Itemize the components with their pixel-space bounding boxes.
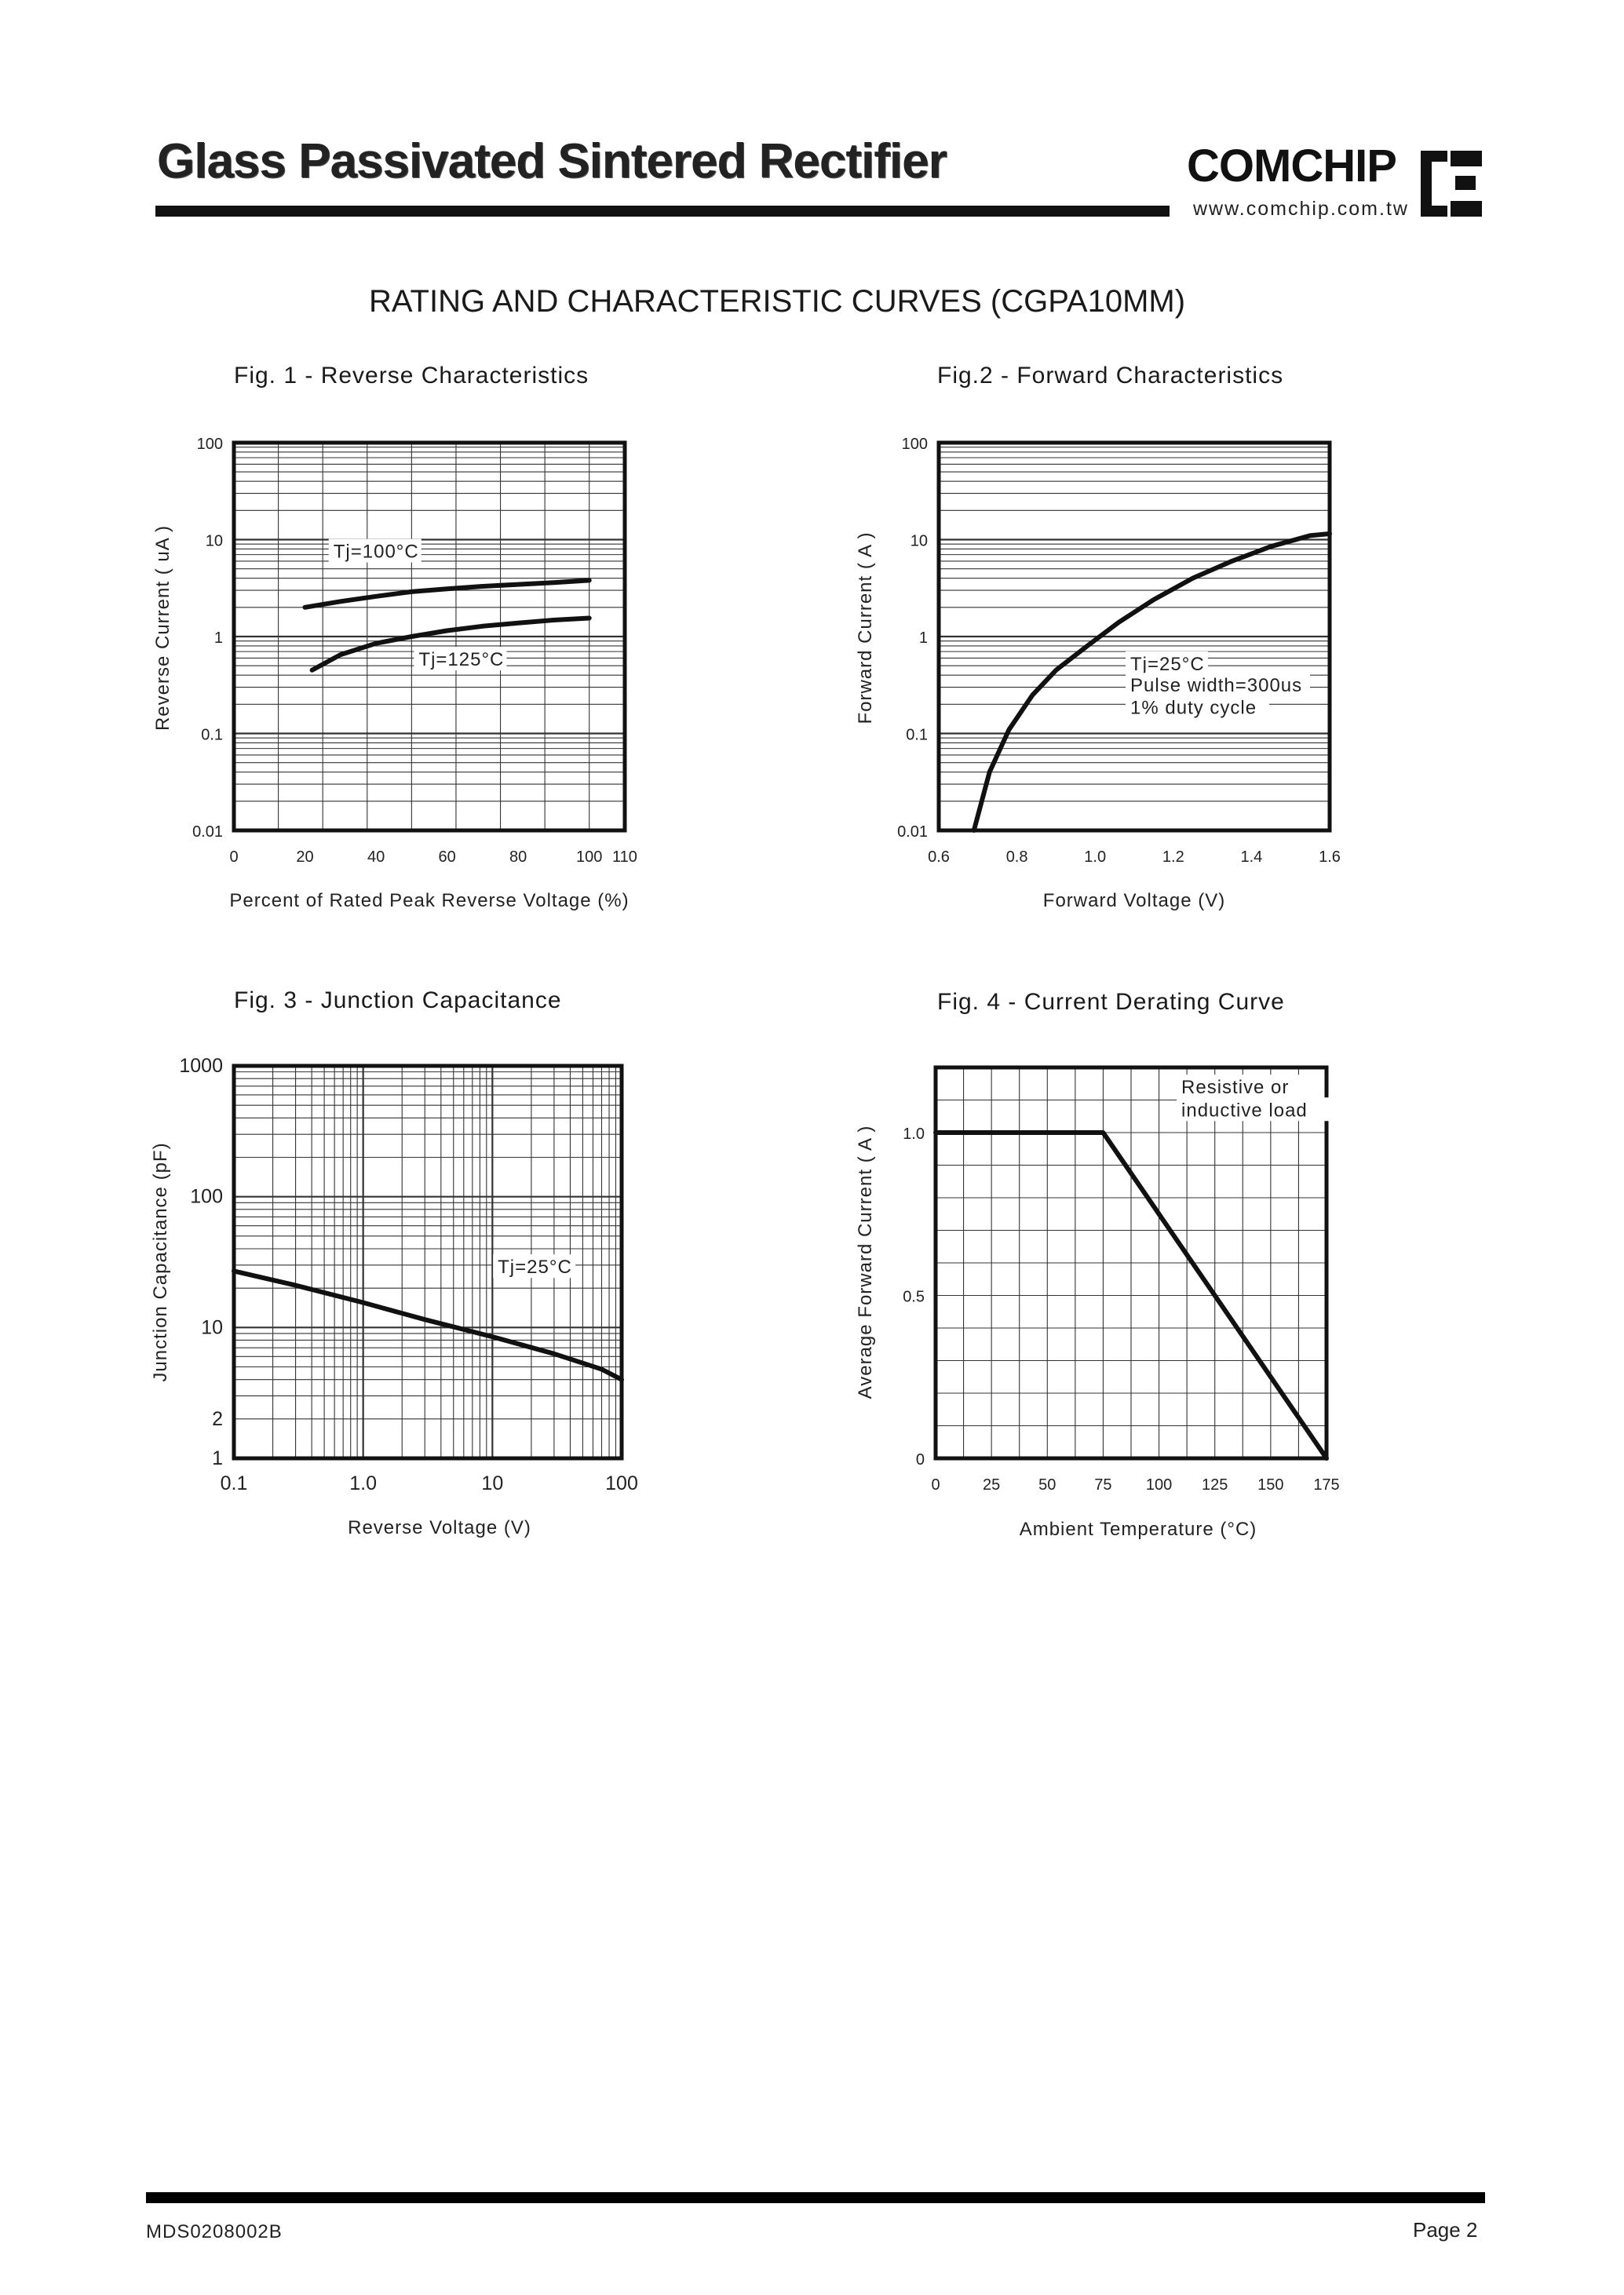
fig2-annotation-bg	[1126, 673, 1311, 697]
section-title: RATING AND CHARACTERISTIC CURVES (CGPA10…	[368, 284, 1186, 319]
fig3-y-tick-label: 2	[212, 1408, 223, 1430]
fig1-x-tick-label: 100	[576, 848, 602, 866]
fig2-annotation-bg	[1126, 651, 1209, 675]
fig1-x-tick-label: 40	[367, 848, 385, 866]
fig3-y-axis-label: Junction Capacitance (pF)	[150, 1142, 171, 1381]
page-number: Page 2	[1413, 2218, 1478, 2242]
fig4-x-tick-label: 25	[983, 1476, 1000, 1494]
fig1-y-axis-label: Reverse Current ( uA )	[152, 525, 173, 731]
fig1-annotation-bg	[414, 647, 507, 671]
fig1-y-tick-label: 1	[214, 629, 223, 647]
footer-rule	[146, 2192, 1485, 2203]
fig4-annotation-bg	[1177, 1097, 1331, 1122]
fig1-x-tick-label: 60	[439, 848, 456, 866]
fig2-x-tick-label: 1.4	[1240, 848, 1262, 866]
fig4-x-tick-label: 0	[931, 1476, 940, 1494]
fig2-y-axis-label: Forward Current ( A )	[855, 531, 876, 724]
fig1-x-tick-label: 80	[509, 848, 527, 866]
brand-name: COMCHIP	[1187, 140, 1397, 192]
fig4-y-axis-label: Average Forward Current ( A )	[855, 1126, 876, 1399]
fig4-x-tick-label: 150	[1257, 1476, 1283, 1494]
fig3-y-tick-label: 1000	[179, 1055, 223, 1077]
fig1-annotation: Tj=100°C	[334, 542, 419, 563]
fig2-annotation: Tj=25°C	[1130, 654, 1205, 675]
fig3-x-tick-label: 1.0	[349, 1472, 377, 1494]
fig2-x-axis-label: Forward Voltage (V)	[1043, 890, 1225, 911]
fig4-annotation: Resistive or	[1181, 1077, 1289, 1098]
fig1-x-axis-label: Percent of Rated Peak Reverse Voltage (%…	[229, 890, 629, 911]
fig3-annotation-bg	[493, 1254, 576, 1279]
fig1-y-tick-label: 10	[206, 533, 223, 550]
fig4-series-0	[933, 1130, 1329, 1461]
fig1-x-tick-label: 0	[229, 848, 238, 866]
fig2-annotation-bg	[1126, 695, 1270, 719]
document-title: Glass Passivated Sintered Rectifier	[157, 134, 947, 188]
fig2-x-tick-label: 1.6	[1319, 848, 1341, 866]
fig4-y-tick-label: 0.5	[903, 1289, 925, 1306]
fig4-y-tick-label: 1.0	[903, 1126, 925, 1143]
fig3-y-tick-label: 1	[212, 1447, 223, 1469]
fig4-annotation-bg	[1177, 1075, 1311, 1099]
fig1-title: Fig. 1 - Reverse Characteristics	[234, 363, 589, 389]
fig3-annotation: Tj=25°C	[498, 1257, 572, 1278]
fig1-y-tick-label: 100	[197, 436, 223, 453]
fig2-y-tick-label: 10	[911, 533, 928, 550]
fig2-y-tick-label: 1	[919, 629, 928, 647]
fig4-title: Fig. 4 - Current Derating Curve	[937, 989, 1285, 1015]
fig3-plot-frame	[232, 1064, 624, 1461]
fig2-annotation: Pulse width=300us	[1130, 675, 1302, 696]
fig2-x-tick-label: 1.0	[1084, 848, 1106, 866]
fig4-x-tick-label: 100	[1146, 1476, 1172, 1494]
fig3-y-tick-label: 10	[201, 1316, 223, 1338]
fig1-annotation: Tj=125°C	[418, 649, 504, 670]
fig4-x-tick-label: 175	[1313, 1476, 1339, 1494]
fig2-annotation: 1% duty cycle	[1130, 697, 1257, 718]
fig2-y-tick-label: 0.1	[906, 727, 928, 744]
fig2-title: Fig.2 - Forward Characteristics	[937, 363, 1284, 389]
fig1-x-tick-label: 20	[296, 848, 313, 866]
fig1-y-tick-label: 0.01	[192, 823, 223, 841]
fig3-y-tick-label: 100	[190, 1186, 223, 1208]
fig1-x-tick-label: 110	[612, 848, 637, 866]
fig4-y-tick-label: 0	[916, 1451, 925, 1469]
fig1-series-0	[302, 578, 592, 610]
brand-url: www.comchip.com.tw	[1193, 198, 1409, 220]
fig3-x-tick-label: 100	[605, 1472, 638, 1494]
fig4-x-tick-label: 75	[1094, 1476, 1111, 1494]
comchip-logo-icon	[1421, 151, 1482, 217]
fig3-title: Fig. 3 - Junction Capacitance	[234, 987, 562, 1013]
fig2-y-tick-label: 0.01	[897, 823, 928, 841]
fig4-x-tick-label: 50	[1038, 1476, 1056, 1494]
fig1-annotation-bg	[328, 538, 422, 563]
fig2-x-tick-label: 0.6	[928, 848, 950, 866]
fig3-x-tick-label: 10	[481, 1472, 503, 1494]
fig1-series-1	[309, 615, 592, 673]
fig4-x-tick-label: 125	[1202, 1476, 1228, 1494]
fig4-annotation: inductive load	[1181, 1100, 1308, 1121]
fig4-x-axis-label: Ambient Temperature (°C)	[1020, 1519, 1257, 1540]
document-id: MDS0208002B	[146, 2221, 283, 2242]
fig2-x-tick-label: 1.2	[1162, 848, 1184, 866]
fig2-x-tick-label: 0.8	[1006, 848, 1028, 866]
fig2-series-0	[971, 531, 1332, 833]
fig2-plot-frame	[936, 440, 1332, 833]
fig1-y-tick-label: 0.1	[201, 727, 223, 744]
fig1-plot-frame	[232, 440, 627, 833]
fig4-plot-frame	[933, 1065, 1329, 1461]
fig3-x-tick-label: 0.1	[221, 1472, 248, 1494]
fig3-series-0	[232, 1268, 624, 1382]
fig3-x-axis-label: Reverse Voltage (V)	[348, 1517, 531, 1538]
title-rule	[155, 206, 1170, 217]
fig2-y-tick-label: 100	[902, 436, 928, 453]
